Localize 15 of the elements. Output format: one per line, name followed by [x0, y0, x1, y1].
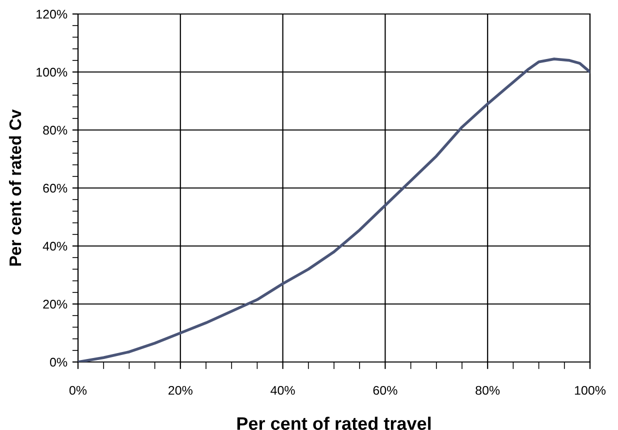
y-tick-label: 100% [36, 68, 68, 77]
x-tick-label: 0% [69, 386, 87, 395]
x-tick-label: 80% [476, 386, 500, 395]
x-tick-label: 40% [270, 386, 295, 395]
x-tick-label: 60% [373, 386, 398, 395]
x-tick-label: 100% [574, 386, 606, 395]
y-axis-title: Per cent of rated Cv [8, 109, 22, 266]
y-tick-label: 0% [50, 358, 68, 367]
y-tick-label: 40% [42, 242, 68, 251]
x-tick-label: 20% [168, 386, 192, 395]
y-tick-label: 80% [43, 126, 68, 135]
x-axis-title: Per cent of rated travel [237, 416, 431, 430]
y-tick-label: 20% [43, 300, 68, 309]
y-tick-label: 60% [43, 184, 68, 193]
y-tick-label: 120% [36, 10, 68, 19]
